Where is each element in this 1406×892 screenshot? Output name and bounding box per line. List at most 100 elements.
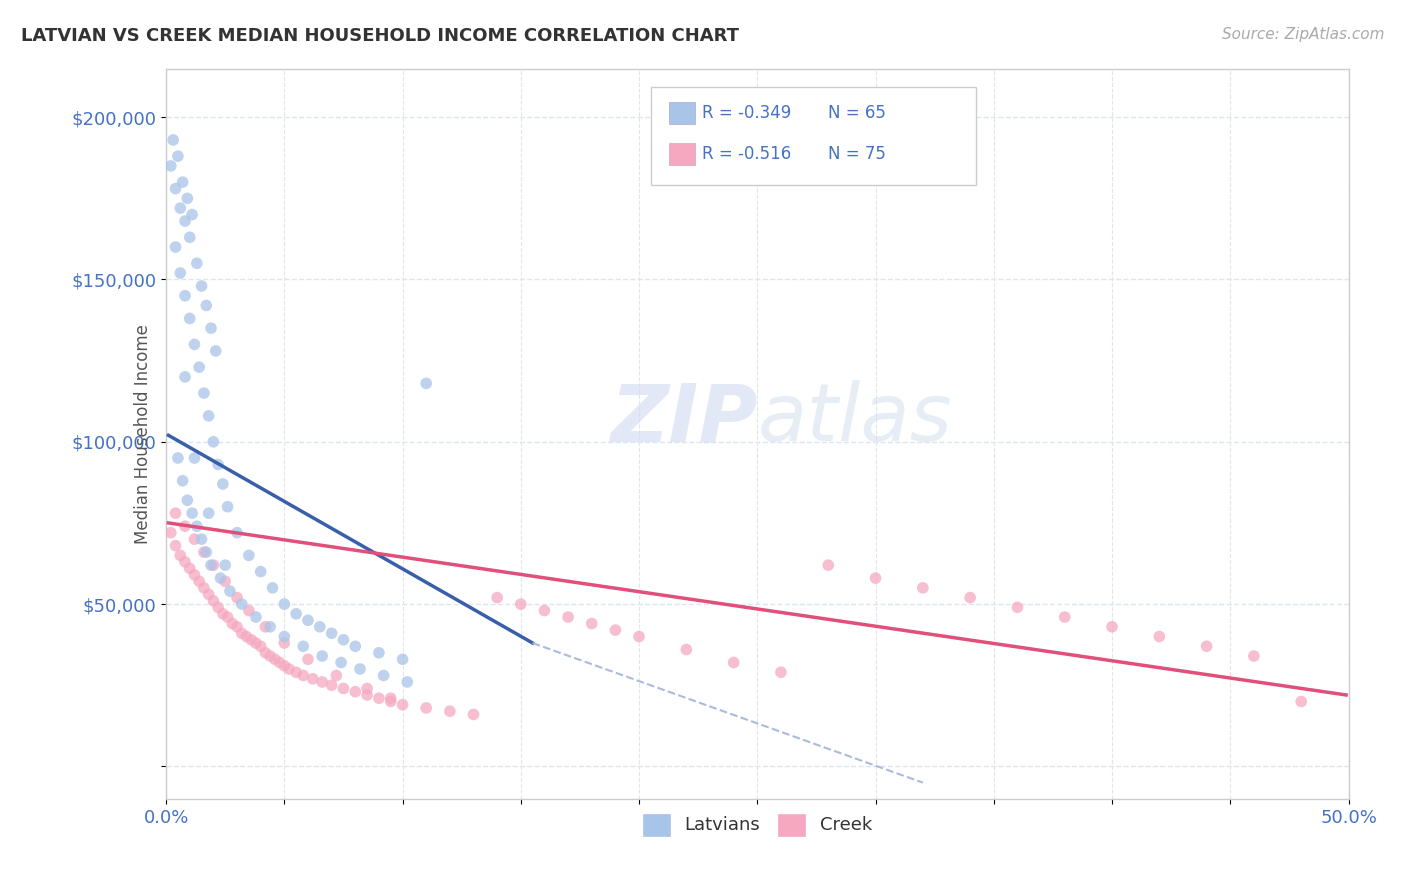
Point xyxy=(1007,600,1029,615)
Point xyxy=(297,613,319,627)
Point xyxy=(245,636,267,650)
Point xyxy=(186,256,208,270)
Point xyxy=(911,581,934,595)
Point xyxy=(172,175,194,189)
Point xyxy=(292,640,315,654)
Point xyxy=(211,607,233,621)
Point xyxy=(557,610,579,624)
Point xyxy=(207,458,229,472)
Point xyxy=(159,159,181,173)
Point xyxy=(769,665,792,680)
Text: Source: ZipAtlas.com: Source: ZipAtlas.com xyxy=(1222,27,1385,42)
Point xyxy=(221,616,243,631)
Point xyxy=(486,591,509,605)
Point xyxy=(292,668,315,682)
Point xyxy=(183,567,205,582)
Point xyxy=(415,376,437,391)
Point xyxy=(391,698,413,712)
Point xyxy=(254,646,277,660)
Point xyxy=(1149,630,1171,644)
Text: N = 75: N = 75 xyxy=(828,145,886,163)
Bar xyxy=(669,143,695,165)
Point xyxy=(193,545,215,559)
Point xyxy=(190,279,212,293)
Point xyxy=(1053,610,1076,624)
Point xyxy=(238,604,260,618)
Point xyxy=(226,525,249,540)
Point xyxy=(245,610,267,624)
Point xyxy=(183,337,205,351)
Point xyxy=(183,532,205,546)
Point xyxy=(197,506,219,520)
Legend: Latvians, Creek: Latvians, Creek xyxy=(634,805,882,845)
Point xyxy=(675,642,697,657)
Point xyxy=(865,571,887,585)
Point xyxy=(183,450,205,465)
Point xyxy=(330,656,353,670)
Point xyxy=(211,477,233,491)
Point xyxy=(181,208,204,222)
Point xyxy=(301,672,323,686)
Point xyxy=(165,181,187,195)
Point xyxy=(165,240,187,254)
Point xyxy=(231,626,253,640)
Point xyxy=(325,668,347,682)
Point xyxy=(463,707,485,722)
Point xyxy=(204,343,226,358)
Text: R = -0.516: R = -0.516 xyxy=(702,145,792,163)
Point xyxy=(254,620,277,634)
Point xyxy=(214,574,236,589)
Point xyxy=(202,434,225,449)
Point xyxy=(581,616,603,631)
Point xyxy=(186,519,208,533)
Point xyxy=(269,656,291,670)
Point xyxy=(297,652,319,666)
Point xyxy=(439,704,461,718)
Point xyxy=(368,646,391,660)
Point xyxy=(240,632,263,647)
Point xyxy=(174,370,197,384)
Point xyxy=(259,620,281,634)
Point xyxy=(273,597,295,611)
Point xyxy=(628,630,651,644)
Point xyxy=(321,678,343,692)
Point xyxy=(202,594,225,608)
Text: ZIP: ZIP xyxy=(610,380,758,458)
Point xyxy=(172,474,194,488)
Point xyxy=(226,591,249,605)
Point xyxy=(1195,640,1218,654)
Point xyxy=(165,506,187,520)
Point xyxy=(200,558,222,573)
Point xyxy=(356,688,378,702)
Point xyxy=(200,321,222,335)
Point xyxy=(197,587,219,601)
Point xyxy=(174,214,197,228)
FancyBboxPatch shape xyxy=(651,87,976,186)
Point xyxy=(235,630,257,644)
Bar xyxy=(669,102,695,124)
Point xyxy=(273,630,295,644)
Point xyxy=(332,632,354,647)
Point xyxy=(349,662,371,676)
Point xyxy=(217,610,239,624)
Point xyxy=(169,201,191,215)
Point xyxy=(231,597,253,611)
Point xyxy=(380,691,402,706)
Point xyxy=(214,558,236,573)
Point xyxy=(207,600,229,615)
Point xyxy=(273,658,295,673)
Point xyxy=(285,665,308,680)
Point xyxy=(1289,694,1312,708)
Point xyxy=(174,289,197,303)
Point xyxy=(169,266,191,280)
Point xyxy=(217,500,239,514)
Point xyxy=(308,620,330,634)
Point xyxy=(249,640,271,654)
Point xyxy=(179,561,201,575)
Point xyxy=(311,648,333,663)
Point xyxy=(344,684,367,698)
Point xyxy=(723,656,745,670)
Point xyxy=(176,191,198,205)
Point xyxy=(169,549,191,563)
Point xyxy=(179,311,201,326)
